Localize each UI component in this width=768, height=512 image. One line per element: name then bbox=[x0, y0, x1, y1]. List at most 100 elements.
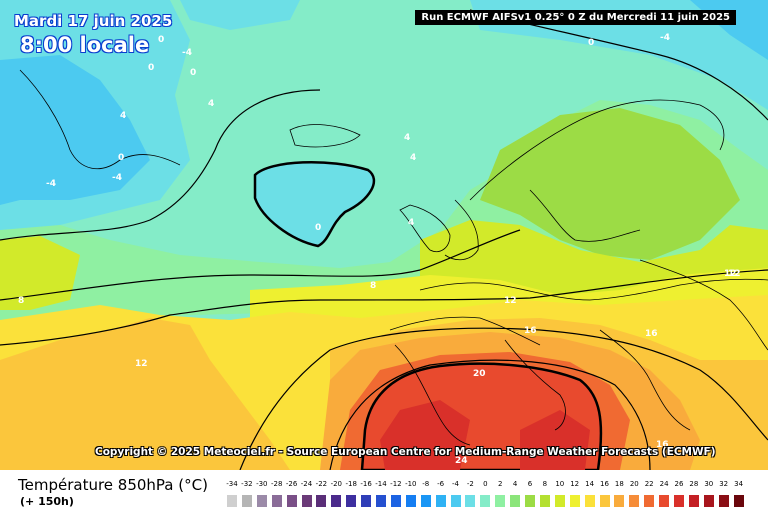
contour-label: 0 bbox=[148, 63, 154, 73]
land-outlines bbox=[19, 69, 768, 446]
legend-color-swatch bbox=[613, 494, 626, 508]
forecast-date: Mardi 17 juin 2025 bbox=[14, 12, 173, 30]
contour-label: -4 bbox=[660, 33, 670, 43]
contour-eight bbox=[0, 229, 521, 301]
legend-color-swatch bbox=[732, 494, 745, 508]
legend-tick-label: -6 bbox=[437, 480, 445, 488]
legend-color-swatch bbox=[360, 494, 373, 508]
legend-tick-label: 22 bbox=[644, 480, 654, 488]
legend-color-swatch bbox=[375, 494, 387, 508]
legend-tick-label: 14 bbox=[585, 480, 595, 488]
contour-label: 16 bbox=[645, 329, 658, 339]
legend-tick-label: 30 bbox=[704, 480, 714, 488]
legend-tick-label: -16 bbox=[360, 480, 372, 488]
legend-color-swatch bbox=[598, 494, 611, 508]
legend-tick-label: -28 bbox=[270, 480, 283, 488]
legend-tick-label: -2 bbox=[466, 480, 474, 488]
legend-tick-label: 24 bbox=[659, 480, 669, 488]
legend-tick-label: 0 bbox=[483, 480, 488, 488]
legend-color-swatch bbox=[255, 494, 268, 508]
contour-label: 4 bbox=[208, 99, 214, 109]
legend-color-swatch bbox=[717, 494, 730, 508]
temperature-map: 0 -4 0 0 4 4 0 -4 0 4 4 0 -4 8 8 12 12 1… bbox=[0, 0, 768, 470]
legend-color-swatch bbox=[419, 494, 432, 508]
field-coldest-greenland bbox=[0, 55, 150, 205]
legend-color-swatch bbox=[494, 494, 507, 508]
legend-tick-label: -32 bbox=[241, 480, 253, 488]
contour-label: -4 bbox=[182, 48, 192, 58]
legend-color-swatch bbox=[240, 494, 253, 508]
legend-tick-label: 2 bbox=[497, 480, 503, 488]
contour-label: 8 bbox=[370, 281, 376, 291]
legend-color-swatch bbox=[404, 494, 417, 508]
contour-label: 16 bbox=[656, 440, 669, 450]
legend-color-swatch bbox=[464, 494, 477, 508]
field-cold-top-mid bbox=[180, 0, 300, 30]
legend-color-swatch bbox=[285, 494, 298, 508]
legend-color-swatch bbox=[583, 494, 596, 508]
legend-color-swatch bbox=[538, 494, 551, 508]
contour-twenty bbox=[329, 359, 651, 470]
legend-tick-label: -4 bbox=[452, 480, 459, 488]
legend-tick-label: 12 bbox=[570, 480, 580, 488]
legend-tick-label: 4 bbox=[512, 480, 518, 488]
legend-color-swatch bbox=[389, 494, 402, 508]
contour-label: 4 bbox=[120, 111, 126, 121]
map-footer: Température 850hPa (°C) (+ 150h) -34 -32-… bbox=[0, 470, 768, 512]
legend-tick-label: -30 bbox=[256, 480, 268, 488]
contour-label: 20 bbox=[473, 369, 486, 379]
field-deep-red bbox=[380, 400, 590, 470]
legend-color-swatch bbox=[524, 494, 536, 508]
legend-tick-label: -12 bbox=[390, 480, 402, 488]
legend-tick-label: 26 bbox=[674, 480, 684, 488]
legend-tick-label: 34 bbox=[734, 480, 744, 488]
legend-tick-label: 28 bbox=[689, 480, 699, 488]
lead-time: (+ 150h) bbox=[20, 495, 74, 508]
forecast-local-time: 8:00 locale bbox=[20, 33, 150, 57]
legend-tick-label: -26 bbox=[285, 480, 298, 488]
legend-color-swatch bbox=[658, 494, 671, 508]
contour-label: 0 bbox=[588, 38, 594, 48]
legend-tick-label: -8 bbox=[422, 480, 430, 488]
legend-tick-label: 18 bbox=[614, 480, 624, 488]
contour-label: -4 bbox=[112, 173, 122, 183]
legend-color-swatch bbox=[553, 494, 566, 508]
legend-tick-label: -14 bbox=[375, 480, 387, 488]
legend-tick-label: -10 bbox=[405, 480, 417, 488]
legend-tick-label: -34 bbox=[226, 480, 238, 488]
contour-label: 0 bbox=[190, 68, 196, 78]
legend-color-swatch bbox=[687, 494, 700, 508]
contour-label: 0 bbox=[118, 153, 124, 163]
legend-tick-label: -18 bbox=[345, 480, 357, 488]
field-cold-pool bbox=[253, 160, 376, 248]
legend-color-swatch bbox=[226, 494, 238, 508]
legend-tick-label: 10 bbox=[555, 480, 565, 488]
legend-color-swatch bbox=[673, 494, 685, 508]
legend-color-swatch bbox=[509, 494, 522, 508]
contour-label: 4 bbox=[410, 153, 416, 163]
contour-four bbox=[0, 89, 321, 241]
contour-label: 12 bbox=[135, 359, 148, 369]
contour-label: 24 bbox=[455, 456, 468, 466]
legend-color-swatch bbox=[628, 494, 641, 508]
contour-label: 4 bbox=[408, 218, 414, 228]
legend-color-swatch bbox=[270, 494, 283, 508]
contour-label: 12 bbox=[728, 269, 741, 279]
legend-color-swatch bbox=[568, 494, 581, 508]
color-legend: -34 -32 -30 -28 -26 -24 -22 -20 -18 -16 -14 -12 -10-… bbox=[226, 478, 756, 508]
model-run-info: Run ECMWF AIFSv1 0.25° 0 Z du Mercredi 1… bbox=[415, 10, 736, 25]
legend-tick-label: -24 bbox=[300, 480, 313, 488]
legend-color-swatch bbox=[315, 494, 328, 508]
variable-title: Température 850hPa (°C) bbox=[18, 476, 208, 494]
contour-label: 16 bbox=[524, 326, 537, 336]
legend-color-swatch bbox=[330, 494, 343, 508]
legend-tick-label: -20 bbox=[330, 480, 343, 488]
contour-twelve bbox=[0, 269, 768, 346]
legend-tick-label: 32 bbox=[719, 480, 729, 488]
legend-tick-label: 6 bbox=[527, 480, 533, 488]
legend-color-swatch bbox=[434, 494, 447, 508]
contour-label: -4 bbox=[46, 179, 56, 189]
contour-labels: 0 -4 0 0 4 4 0 -4 0 4 4 0 -4 8 8 12 12 1… bbox=[18, 33, 741, 466]
contour-label: 0 bbox=[315, 223, 321, 233]
